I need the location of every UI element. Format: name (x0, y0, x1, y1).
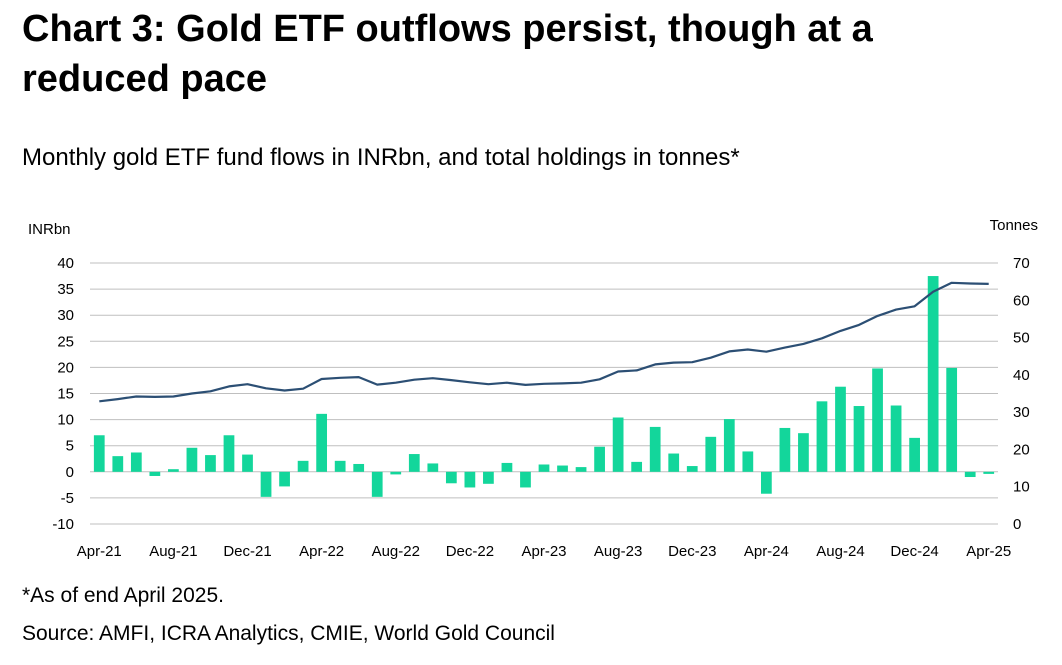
flow-bar (353, 463, 365, 472)
flow-bar (742, 451, 754, 472)
flow-bar (168, 469, 179, 472)
chart-title: Chart 3: Gold ETF outflows persist, thou… (22, 8, 873, 100)
right-tick-label: 0 (1013, 516, 1021, 533)
flow-bar (816, 401, 828, 472)
x-tick-label: Dec-24 (890, 543, 938, 560)
flow-bar (427, 463, 439, 472)
flow-bar (520, 471, 531, 488)
flow-bar (93, 435, 105, 472)
axes: INRbn Tonnes 4035302520151050-5-10706050… (28, 217, 1038, 560)
combo-chart: INRbn Tonnes 4035302520151050-5-10706050… (28, 217, 1038, 560)
x-tick-label: Dec-22 (446, 543, 494, 560)
x-tick-label: Apr-21 (77, 543, 122, 560)
x-tick-label: Aug-21 (149, 543, 197, 560)
flow-bar (112, 456, 124, 472)
source-note: Source: AMFI, ICRA Analytics, CMIE, Worl… (22, 622, 555, 645)
x-tick-label: Apr-25 (966, 543, 1011, 560)
left-tick-label: 0 (66, 464, 74, 481)
left-tick-label: 30 (57, 307, 74, 324)
flow-bar (205, 455, 216, 472)
x-tick-label: Apr-23 (521, 543, 566, 560)
flow-bar (631, 461, 643, 472)
x-tick-label: Dec-23 (668, 543, 716, 560)
flow-bar (705, 436, 717, 472)
left-axis-label: INRbn (28, 221, 71, 238)
holdings-line (99, 281, 989, 403)
flow-bar (464, 471, 476, 488)
right-axis-label: Tonnes (990, 217, 1038, 234)
left-tick-label: -10 (52, 516, 74, 533)
right-tick-label: 40 (1013, 367, 1030, 384)
flow-bar (612, 417, 624, 472)
right-tick-label: 10 (1013, 479, 1030, 496)
left-tick-label: 35 (57, 281, 74, 298)
holdings-line-group (99, 281, 989, 403)
flow-bar (594, 446, 605, 472)
x-tick-label: Apr-22 (299, 543, 344, 560)
flow-bar (483, 471, 494, 484)
flow-bar (130, 452, 142, 472)
chart-subtitle: Monthly gold ETF fund flows in INRbn, an… (22, 144, 740, 171)
footnote: *As of end April 2025. (22, 584, 224, 607)
left-tick-label: 5 (66, 438, 74, 455)
gridlines (90, 262, 998, 525)
left-tick-label: 25 (57, 333, 74, 350)
x-tick-label: Aug-24 (816, 543, 864, 560)
left-tick-label: 40 (57, 255, 74, 272)
flow-bar (501, 462, 513, 472)
flow-bar (242, 454, 253, 472)
flow-bar (334, 460, 346, 472)
flow-bar (149, 471, 161, 476)
left-tick-label: 10 (57, 412, 74, 429)
flow-bar (927, 276, 939, 472)
flow-bar (964, 471, 976, 478)
right-tick-label: 70 (1013, 255, 1030, 272)
right-tick-label: 30 (1013, 404, 1030, 421)
left-tick-label: 20 (57, 359, 74, 376)
flow-bar (779, 427, 791, 472)
right-tick-label: 20 (1013, 441, 1030, 458)
flow-bar (853, 406, 865, 472)
flow-bar (390, 471, 402, 475)
flow-bar (760, 471, 772, 494)
x-tick-label: Aug-22 (372, 543, 420, 560)
flow-bar (186, 447, 198, 472)
flow-bar (723, 419, 735, 472)
flow-bar (798, 433, 809, 472)
flow-bar (575, 467, 587, 472)
flow-bar (279, 471, 290, 487)
flow-bars (93, 276, 995, 497)
flow-bar (668, 453, 680, 472)
x-tick-label: Aug-23 (594, 543, 642, 560)
flow-bar (890, 405, 902, 472)
left-tick-label: 15 (57, 386, 74, 403)
flow-bar (316, 413, 328, 472)
x-tick-label: Apr-24 (744, 543, 789, 560)
flow-bar (909, 437, 920, 472)
flow-bar (445, 471, 457, 484)
flow-bar (371, 471, 383, 497)
left-tick-label: -5 (61, 490, 74, 507)
flow-bar (260, 471, 272, 497)
flow-bar (649, 426, 661, 472)
flow-bar (946, 367, 958, 472)
flow-bar (872, 368, 883, 472)
x-tick-label: Dec-21 (223, 543, 271, 560)
right-tick-label: 50 (1013, 330, 1030, 347)
flow-bar (297, 460, 309, 472)
flow-bar (538, 464, 550, 472)
flow-bar (686, 466, 698, 472)
flow-bar (983, 471, 995, 474)
flow-bar (223, 435, 235, 472)
flow-bar (835, 386, 846, 472)
flow-bar (557, 465, 568, 472)
flow-bar (408, 454, 420, 472)
right-tick-label: 60 (1013, 292, 1030, 309)
